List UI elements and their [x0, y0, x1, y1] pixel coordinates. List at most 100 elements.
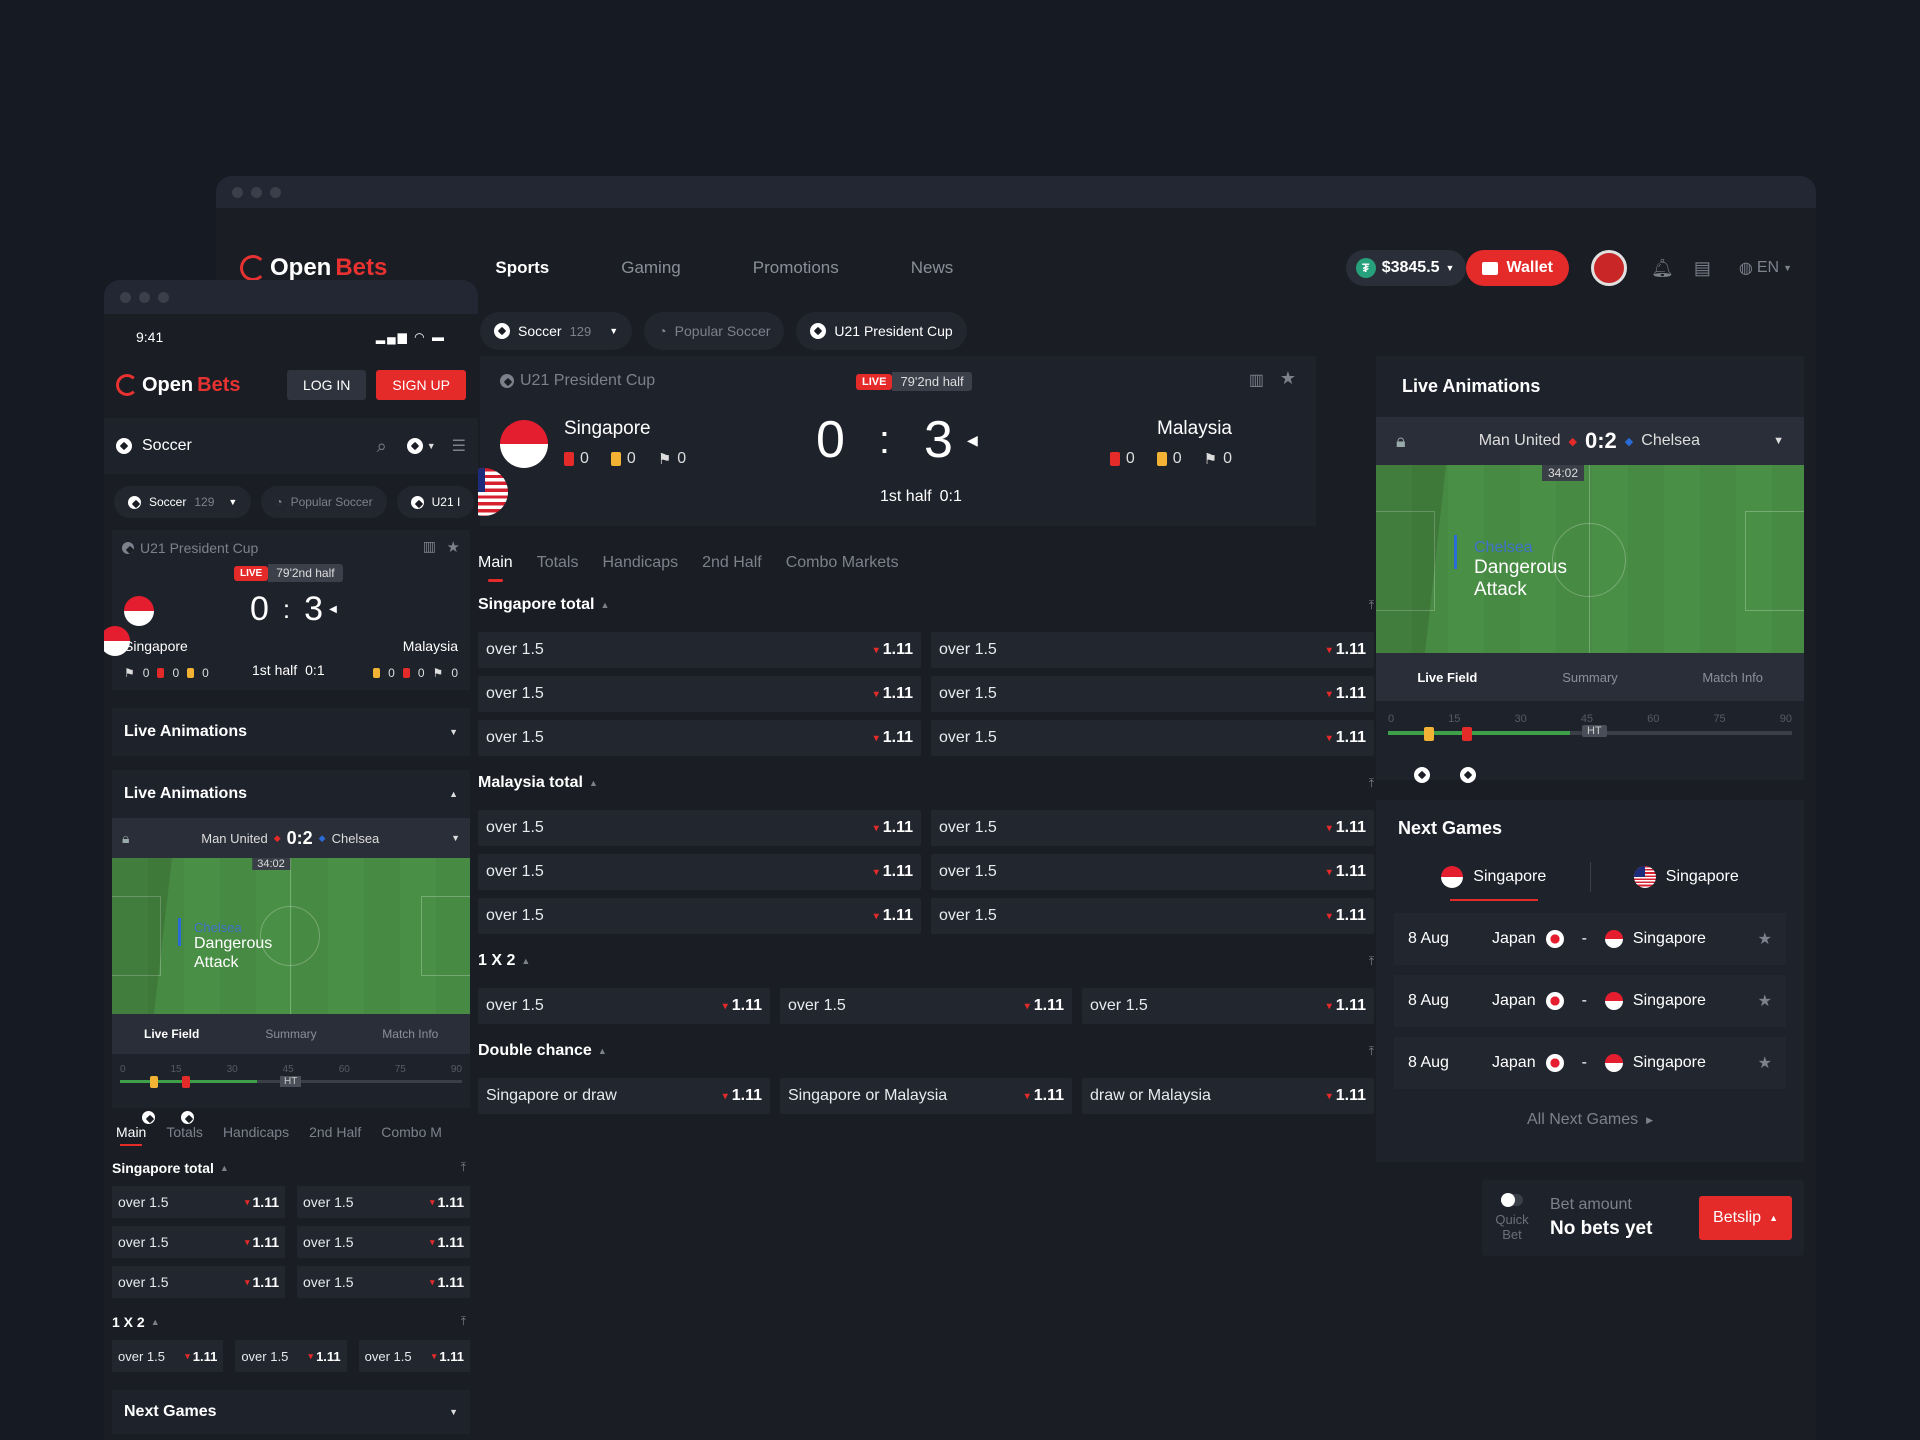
odd-button[interactable]: over 1.51.11 [478, 898, 921, 934]
chat-icon[interactable]: ▤ [1693, 257, 1711, 278]
nav-gaming[interactable]: Gaming [621, 258, 681, 277]
tab-match-info[interactable]: Match Info [382, 1027, 439, 1041]
odd-button[interactable]: over 1.51.11 [297, 1266, 470, 1298]
chip-popular-soccer[interactable]: ◔ Popular Soccer [261, 486, 387, 518]
window-dot[interactable] [120, 291, 131, 303]
tab-summary[interactable]: Summary [1562, 669, 1618, 685]
collapse-icon[interactable]: ⤒ [1368, 776, 1374, 790]
window-dot[interactable] [251, 186, 262, 198]
stats-icon[interactable]: ▥ [1248, 372, 1264, 389]
odd-button[interactable]: Singapore or Malaysia1.11 [780, 1078, 1072, 1114]
star-icon[interactable]: ★ [1757, 1055, 1772, 1072]
collapse-icon[interactable]: ⤒ [460, 1160, 466, 1174]
odd-button[interactable]: over 1.51.11 [297, 1226, 470, 1258]
odd-button[interactable]: over 1.51.11 [112, 1186, 285, 1218]
odd-button[interactable]: over 1.51.11 [931, 810, 1374, 846]
collapse-icon[interactable]: ⤒ [460, 1314, 466, 1328]
tab-2nd-half[interactable]: 2nd Half [702, 554, 762, 571]
tab-away-team[interactable]: Singapore [1591, 866, 1783, 888]
odd-button[interactable]: over 1.51.11 [112, 1266, 285, 1298]
group-1x2[interactable]: 1 X 2 ▲ [112, 1314, 160, 1330]
odd-button[interactable]: over 1.51.11 [478, 988, 770, 1024]
soccer-ball-icon[interactable] [406, 438, 423, 454]
login-button[interactable]: LOG IN [286, 370, 367, 400]
odd-button[interactable]: draw or Malaysia1.11 [1082, 1078, 1374, 1114]
next-game-row[interactable]: 8 Aug Japan - Singapore ★ [1394, 1037, 1786, 1089]
collapse-icon[interactable]: ⤒ [1368, 954, 1374, 968]
live-animations-expanded[interactable]: Live Animations ▲ [112, 770, 470, 818]
chip-popular-soccer[interactable]: ◔ Popular Soccer [644, 312, 785, 350]
odd-button[interactable]: over 1.51.11 [478, 810, 921, 846]
next-game-row[interactable]: 8 Aug Japan - Singapore ★ [1394, 975, 1786, 1027]
collapse-icon[interactable]: ⤒ [1368, 1044, 1374, 1058]
tab-totals[interactable]: Totals [166, 1124, 203, 1140]
tab-2nd-half[interactable]: 2nd Half [309, 1124, 362, 1140]
live-match-header[interactable]: 🔒︎ Man United ◆ 0:2 ◆ Chelsea ▼ [112, 818, 470, 858]
group-singapore-total[interactable]: Singapore total ▲ [478, 596, 610, 613]
chip-soccer[interactable]: Soccer 129 ▼ [114, 486, 252, 518]
group-malaysia-total[interactable]: Malaysia total ▲ [478, 774, 598, 791]
chip-u21-president-cup[interactable]: U21 I [396, 486, 475, 518]
odd-button[interactable]: over 1.51.11 [931, 720, 1374, 756]
signup-button[interactable]: SIGN UP [376, 370, 466, 400]
logo[interactable]: Open Bets [240, 254, 387, 282]
balance-dropdown[interactable]: ₮ $3845.5 ▼ [1345, 250, 1467, 286]
betslip-button[interactable]: Betslip ▲ [1699, 1196, 1792, 1240]
odd-button[interactable]: over 1.51.11 [358, 1340, 470, 1372]
wallet-button[interactable]: Wallet [1466, 250, 1569, 286]
collapse-icon[interactable]: ⤒ [1368, 598, 1374, 612]
tab-main[interactable]: Main [478, 554, 513, 582]
odd-button[interactable]: over 1.51.11 [235, 1340, 347, 1372]
search-icon[interactable]: ⌕ [376, 435, 387, 456]
next-games-collapsed[interactable]: Next Games ▼ [112, 1390, 470, 1434]
group-singapore-total[interactable]: Singapore total ▲ [112, 1160, 229, 1176]
odd-button[interactable]: over 1.51.11 [931, 632, 1374, 668]
odd-button[interactable]: over 1.51.11 [1082, 988, 1374, 1024]
group-1x2[interactable]: 1 X 2 ▲ [478, 952, 531, 969]
window-dot[interactable] [139, 291, 150, 303]
odd-button[interactable]: over 1.51.11 [478, 854, 921, 890]
star-icon[interactable]: ★ [446, 539, 460, 556]
odd-button[interactable]: over 1.51.11 [780, 988, 1072, 1024]
odd-button[interactable]: over 1.51.11 [297, 1186, 470, 1218]
tab-combo-markets[interactable]: Combo M [381, 1124, 442, 1140]
window-dot[interactable] [270, 186, 281, 198]
window-dot[interactable] [158, 291, 169, 303]
live-match-header[interactable]: 🔒︎ Man United ◆ 0:2 ◆ Chelsea ▼ [1376, 417, 1804, 465]
language-dropdown[interactable]: ◍ EN ▼ [1738, 259, 1792, 277]
tab-handicaps[interactable]: Handicaps [602, 554, 679, 571]
all-next-games-link[interactable]: All Next Games ▶ [1526, 1111, 1654, 1128]
chip-soccer[interactable]: Soccer 129 ▼ [480, 312, 633, 350]
odd-button[interactable]: over 1.51.11 [931, 898, 1374, 934]
nav-promotions[interactable]: Promotions [752, 258, 839, 277]
tab-match-info[interactable]: Match Info [1702, 669, 1764, 685]
star-icon[interactable]: ★ [1279, 368, 1296, 388]
tab-combo-markets[interactable]: Combo Markets [785, 554, 899, 571]
nav-news[interactable]: News [910, 258, 954, 277]
odd-button[interactable]: over 1.51.11 [931, 854, 1374, 890]
stats-icon[interactable]: ▥ [422, 538, 436, 554]
logo[interactable]: Open Bets [116, 374, 240, 397]
star-icon[interactable]: ★ [1757, 993, 1772, 1010]
group-double-chance[interactable]: Double chance ▲ [478, 1042, 607, 1059]
tab-handicaps[interactable]: Handicaps [222, 1124, 290, 1140]
live-animations-collapsed[interactable]: Live Animations ▼ [112, 708, 470, 756]
bell-icon[interactable]: 🔔︎ [1651, 257, 1674, 278]
menu-icon[interactable]: ☰ [451, 438, 466, 455]
avatar[interactable] [1591, 250, 1627, 286]
star-icon[interactable]: ★ [1757, 931, 1772, 948]
chip-u21-president-cup[interactable]: U21 President Cup [796, 312, 967, 350]
tab-home-team[interactable]: Singapore [1398, 857, 1590, 901]
tab-live-field[interactable]: Live Field [143, 1027, 200, 1041]
tab-main[interactable]: Main [116, 1124, 147, 1146]
window-dot[interactable] [232, 186, 243, 198]
odd-button[interactable]: over 1.51.11 [478, 720, 921, 756]
odd-button[interactable]: over 1.51.11 [478, 632, 921, 668]
odd-button[interactable]: over 1.51.11 [112, 1226, 285, 1258]
tab-live-field[interactable]: Live Field [1417, 669, 1478, 685]
odd-button[interactable]: over 1.51.11 [931, 676, 1374, 712]
quick-bet-toggle[interactable]: Quick Bet [1482, 1193, 1542, 1242]
odd-button[interactable]: Singapore or draw1.11 [478, 1078, 770, 1114]
odd-button[interactable]: over 1.51.11 [112, 1340, 224, 1372]
tab-summary[interactable]: Summary [265, 1027, 317, 1041]
